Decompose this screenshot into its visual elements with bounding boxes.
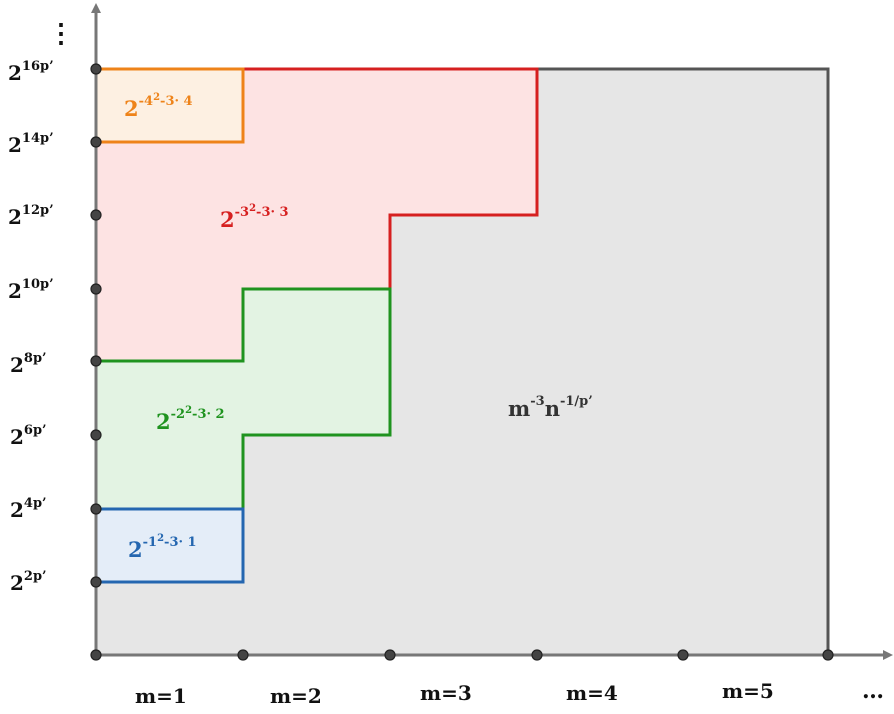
y-tick-label: 28p’: [10, 351, 47, 377]
orange-region: [94, 67, 245, 144]
y-dot: [90, 209, 102, 221]
y-tick-label: 210p’: [8, 277, 54, 303]
y-tick-label: 212p’: [8, 203, 54, 229]
x-tick-label: m=1: [135, 684, 187, 708]
y-dot: [90, 429, 102, 441]
x-more-indicator: …: [862, 678, 884, 704]
blue-region-label: 2-12-3· 1: [128, 533, 197, 562]
y-dot: [90, 576, 102, 588]
blue-region: [94, 507, 245, 584]
x-dot: [384, 649, 396, 661]
y-tick-label: 214p’: [8, 131, 54, 157]
y-dot: [90, 355, 102, 367]
y-tick-label: 22p’: [10, 569, 47, 595]
x-dot: [237, 649, 249, 661]
red-region-label: 2-32-3· 3: [220, 203, 289, 232]
x-tick-label: m=4: [566, 681, 618, 705]
y-dot: [90, 136, 102, 148]
y-more-indicator: ⋮: [48, 19, 74, 49]
orange-region-label: 2-42-3· 4: [124, 92, 193, 121]
x-dot: [677, 649, 689, 661]
x-dot: [90, 649, 102, 661]
y-tick-label: 24p’: [10, 496, 47, 522]
x-dot: [531, 649, 543, 661]
y-tick-label: 216p’: [8, 59, 54, 85]
y-dot: [90, 503, 102, 515]
x-tick-label: m=3: [420, 681, 472, 705]
gray-region-label: m-3n-1/p’: [508, 394, 593, 421]
y-tick-label: 26p’: [10, 423, 47, 449]
y-dot: [90, 63, 102, 75]
y-dot: [90, 283, 102, 295]
x-dot: [822, 649, 834, 661]
green-region-label: 2-22-3· 2: [156, 405, 225, 434]
x-tick-label: m=5: [722, 679, 774, 703]
x-tick-label: m=2: [270, 684, 322, 708]
